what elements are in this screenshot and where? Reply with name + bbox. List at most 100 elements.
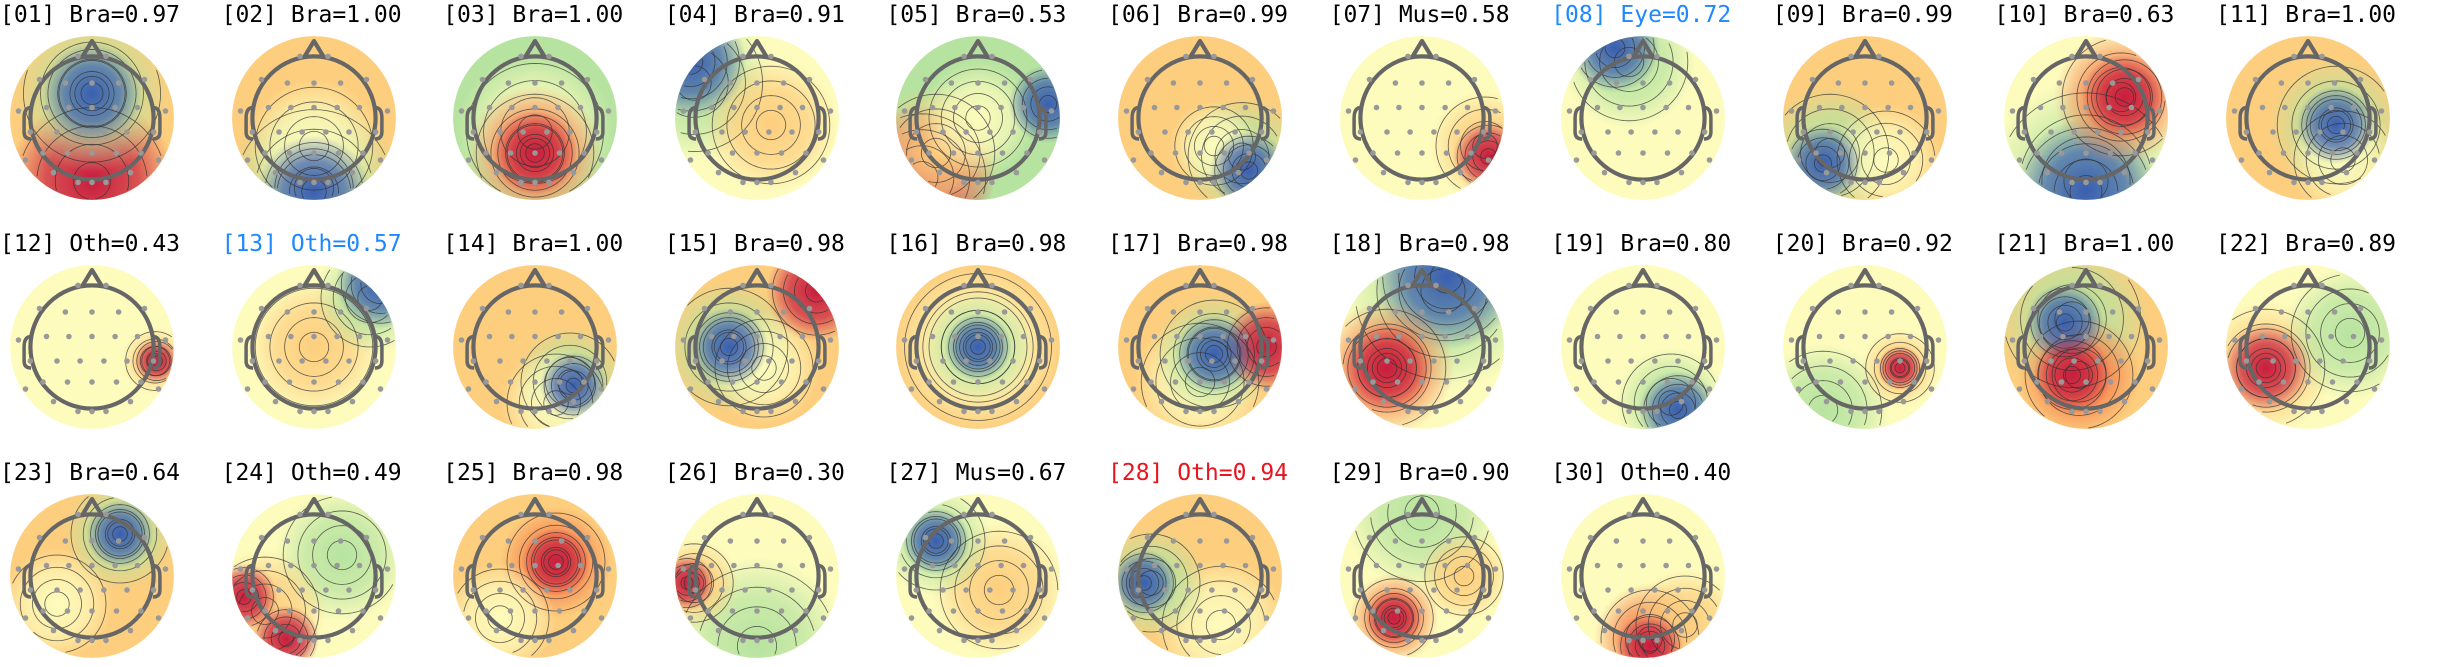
component-18[interactable]: [18] Bra=0.98	[1330, 229, 1552, 434]
electrode-dot	[1162, 358, 1168, 364]
component-21[interactable]: [21] Bra=1.00	[1994, 229, 2216, 434]
contour-line	[1398, 268, 1487, 336]
electrode-dot	[1211, 408, 1217, 415]
contour-line	[2091, 67, 2152, 127]
electrode-dot	[89, 104, 95, 111]
component-19[interactable]: [19] Bra=0.80	[1551, 229, 1773, 434]
electrodes	[458, 53, 612, 186]
component-04[interactable]: [04] Bra=0.91	[665, 0, 887, 205]
contour-line	[804, 283, 823, 303]
electrode-dot	[1457, 398, 1463, 405]
contour-line	[1161, 565, 1275, 651]
electrode-dot	[2378, 108, 2385, 114]
electrode-dot	[115, 80, 122, 86]
electrode-dot	[103, 53, 109, 60]
electrode-dot	[2280, 379, 2287, 385]
electrode-dot	[1404, 637, 1411, 644]
electrode-dot	[141, 305, 148, 312]
contour-line	[726, 80, 816, 170]
electrode-dot	[101, 129, 107, 135]
electrode-dot	[486, 104, 493, 111]
component-07[interactable]: [07] Mus=0.58	[1330, 0, 1552, 205]
electrode-dot	[1587, 534, 1594, 541]
component-14[interactable]: [14] Bra=1.00	[443, 229, 665, 434]
component-10[interactable]: [10] Bra=0.63	[1994, 0, 2216, 205]
electrode-dot	[802, 379, 809, 385]
electrode-dot	[544, 587, 550, 593]
electrode-dot	[767, 53, 774, 60]
component-13[interactable]: [13] Oth=0.57	[222, 229, 444, 434]
contour-line	[963, 331, 994, 363]
electrode-dot	[989, 179, 996, 186]
component-20[interactable]: [20] Bra=0.92	[1773, 229, 1995, 434]
electrode-dot	[296, 179, 303, 186]
topomap	[2226, 265, 2390, 429]
contour-line	[2026, 127, 2147, 170]
electrode-dot	[1900, 398, 1907, 405]
electrode-dot	[363, 305, 369, 312]
electrode-dot	[138, 150, 144, 156]
component-title: [25] Bra=0.98	[443, 460, 624, 486]
component-title: [30] Oth=0.40	[1551, 460, 1732, 486]
component-12[interactable]: [12] Oth=0.43	[0, 229, 222, 434]
component-title: [21] Bra=1.00	[1994, 231, 2175, 257]
topomap-field	[1561, 265, 1726, 429]
component-01[interactable]: [01] Bra=0.97	[0, 0, 222, 205]
electrode-dot	[310, 309, 317, 315]
electrodes	[15, 53, 169, 186]
electrodes	[1566, 282, 1720, 415]
topomap-field	[896, 494, 1061, 658]
component-17[interactable]: [17] Bra=0.98	[1108, 229, 1330, 434]
electrode-dot	[22, 386, 29, 392]
component-05[interactable]: [05] Bra=0.53	[886, 0, 1108, 205]
electrode-dot	[62, 309, 69, 315]
component-11[interactable]: [11] Bra=1.00	[2216, 0, 2438, 205]
component-28[interactable]: [28] Oth=0.94	[1108, 458, 1330, 663]
electrode-dot	[324, 179, 331, 186]
contour-line	[141, 345, 172, 377]
electrode-dot	[1685, 562, 1692, 569]
contour-line	[953, 93, 1004, 143]
component-25[interactable]: [25] Bra=0.98	[443, 458, 665, 663]
contour-line	[2039, 296, 2092, 349]
component-26[interactable]: [26] Bra=0.30	[665, 458, 887, 663]
electrode-dot	[2259, 333, 2266, 340]
electrode-dot	[1404, 53, 1411, 60]
electrodes	[1123, 53, 1277, 186]
component-09[interactable]: [09] Bra=0.99	[1773, 0, 1995, 205]
electrode-dot	[1443, 150, 1449, 156]
electrode-dot	[1675, 358, 1681, 364]
component-27[interactable]: [27] Mus=0.67	[886, 458, 1108, 663]
electrode-dot	[1457, 627, 1463, 634]
component-02[interactable]: [02] Bra=1.00	[222, 0, 444, 205]
electrode-dot	[1578, 129, 1585, 135]
electrode-dot	[518, 53, 524, 60]
head-outline	[465, 38, 605, 182]
electrode-dot	[2366, 129, 2373, 135]
contour-line	[2227, 328, 2306, 408]
electrode-dot	[36, 534, 43, 541]
component-22[interactable]: [22] Bra=0.89	[2216, 229, 2438, 434]
component-29[interactable]: [29] Bra=0.90	[1330, 458, 1552, 663]
electrode-dot	[1235, 398, 1242, 405]
electrode-dot	[2129, 104, 2135, 111]
electrode-dot	[2045, 398, 2051, 405]
component-03[interactable]: [03] Bra=1.00	[443, 0, 665, 205]
component-30[interactable]: [30] Oth=0.40	[1551, 458, 1773, 663]
electrode-dot	[22, 615, 29, 621]
component-23[interactable]: [23] Bra=0.64	[0, 458, 222, 663]
electrode-dot	[1910, 150, 1917, 156]
component-24[interactable]: [24] Oth=0.49	[222, 458, 444, 663]
component-title: [09] Bra=0.99	[1772, 2, 1953, 28]
electrodes	[1123, 511, 1277, 644]
component-16[interactable]: [16] Bra=0.98	[886, 229, 1108, 434]
electrode-dot	[1430, 358, 1437, 364]
electrode-dot	[1249, 305, 1256, 312]
electrode-dot	[483, 379, 489, 385]
component-15[interactable]: [15] Bra=0.98	[665, 229, 887, 434]
electrode-dot	[2110, 80, 2116, 86]
electrode-dot	[2293, 358, 2299, 364]
component-06[interactable]: [06] Bra=0.99	[1108, 0, 1330, 205]
component-08[interactable]: [08] Eye=0.72	[1551, 0, 1773, 205]
topomap	[453, 494, 618, 658]
